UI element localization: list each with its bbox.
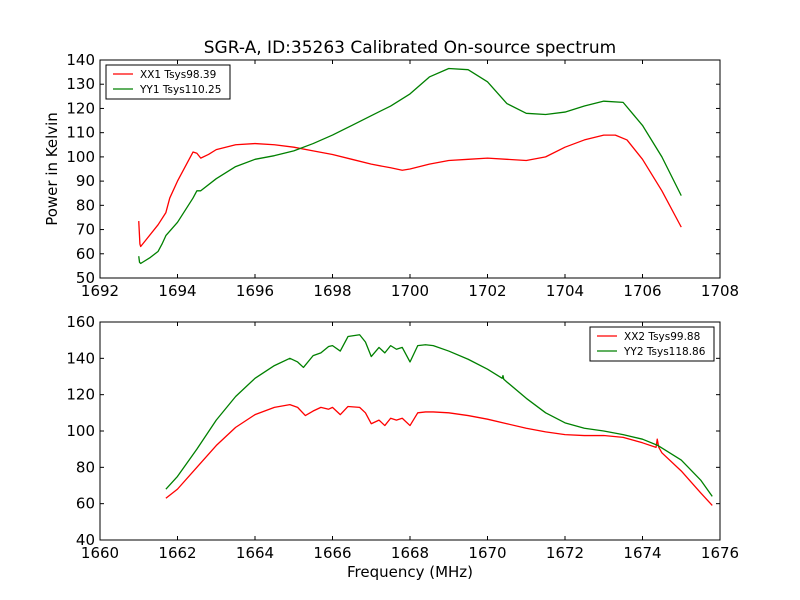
x-tick-label: 1698 (313, 282, 351, 300)
x-tick-label: 1662 (158, 544, 196, 562)
top-spectrum-panel: 1692 1694 1696 1698 1700 1702 1704 1706 1708 50 60… (43, 51, 739, 300)
x-tick-label: 1708 (701, 282, 739, 300)
x-tick-label: 1696 (236, 282, 274, 300)
x-tick-label: 1674 (623, 544, 661, 562)
x-tick-label: 1660 (81, 544, 119, 562)
y-tick-label: 80 (76, 458, 95, 476)
y-tick-label: 40 (76, 531, 95, 549)
y-tick-label: 50 (76, 269, 95, 287)
y-tick-label: 100 (66, 148, 95, 166)
legend-entry: XX1 Tsys98.39 (140, 69, 216, 81)
y-axis-label: Power in Kelvin (43, 112, 61, 226)
x-tick-label: 1704 (546, 282, 584, 300)
x-tick-label: 1666 (313, 544, 351, 562)
figure-title: SGR-A, ID:35263 Calibrated On-source spe… (204, 38, 616, 58)
y-tick-label: 120 (66, 99, 95, 117)
y-tick-label: 90 (76, 172, 95, 190)
legend-entry: YY2 Tsys118.86 (623, 346, 706, 358)
y-tick-label: 140 (66, 349, 95, 367)
x-tick-label: 1694 (158, 282, 196, 300)
x-tick-label: 1676 (701, 544, 739, 562)
legend: XX2 Tsys99.88 YY2 Tsys118.86 (589, 326, 715, 362)
y-tick-label: 140 (66, 51, 95, 69)
x-tick-label: 1692 (81, 282, 119, 300)
y-tick-label: 80 (76, 196, 95, 214)
legend-entry: XX2 Tsys99.88 (624, 331, 700, 343)
x-tick-label: 1664 (236, 544, 274, 562)
x-tick-label: 1706 (623, 282, 661, 300)
y-tick-label: 110 (66, 124, 95, 142)
y-tick-label: 120 (66, 386, 95, 404)
x-tick-label: 1700 (391, 282, 429, 300)
series-line-xx2 (165, 404, 713, 506)
series-line-yy2 (165, 334, 713, 497)
x-axis-label: Frequency (MHz) (347, 563, 473, 581)
x-tick-label: 1670 (468, 544, 506, 562)
x-tick-label: 1668 (391, 544, 429, 562)
bottom-spectrum-panel: 1660 1662 1664 1666 1668 1670 1672 1674 1676 40 60… (66, 313, 739, 581)
y-tick-label: 100 (66, 422, 95, 440)
series-line-xx1 (138, 134, 682, 248)
y-tick-label: 70 (76, 221, 95, 239)
series-line-yy1 (138, 67, 682, 265)
y-tick-label: 60 (76, 245, 95, 263)
legend: XX1 Tsys98.39 YY1 Tsys110.25 (105, 64, 231, 100)
y-tick-label: 130 (66, 75, 95, 93)
y-tick-label: 160 (66, 313, 95, 331)
legend-entry: YY1 Tsys110.25 (139, 84, 221, 96)
x-tick-label: 1672 (546, 544, 584, 562)
y-tick-label: 60 (76, 495, 95, 513)
x-tick-label: 1702 (468, 282, 506, 300)
